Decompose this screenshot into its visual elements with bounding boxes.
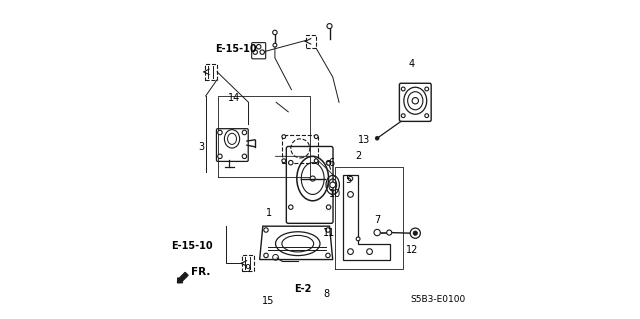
Circle shape (401, 114, 405, 118)
Text: 2: 2 (355, 151, 361, 161)
Circle shape (264, 228, 268, 232)
Circle shape (348, 249, 353, 255)
Circle shape (282, 135, 285, 138)
Circle shape (367, 249, 372, 255)
Text: 11: 11 (323, 227, 335, 238)
Text: 7: 7 (374, 215, 380, 225)
Circle shape (326, 253, 330, 258)
Circle shape (413, 231, 417, 235)
Text: 9: 9 (244, 264, 250, 274)
Circle shape (375, 136, 379, 140)
Circle shape (387, 230, 392, 235)
Circle shape (289, 160, 293, 165)
Text: E-15-10: E-15-10 (215, 44, 257, 54)
Circle shape (242, 130, 246, 135)
Circle shape (330, 182, 335, 188)
Circle shape (253, 50, 257, 54)
Circle shape (348, 192, 353, 197)
Text: 3: 3 (199, 142, 205, 152)
Text: 12: 12 (406, 245, 419, 255)
Circle shape (425, 114, 429, 118)
Circle shape (218, 154, 222, 159)
Circle shape (410, 228, 420, 238)
Text: 4: 4 (409, 59, 415, 69)
Circle shape (264, 253, 268, 258)
Text: 5: 5 (346, 175, 352, 185)
Text: 8: 8 (323, 289, 330, 300)
Circle shape (273, 30, 277, 35)
Text: 6: 6 (328, 158, 334, 168)
Circle shape (425, 87, 429, 91)
Bar (242, 255, 254, 271)
Circle shape (348, 176, 353, 181)
Circle shape (326, 228, 330, 232)
Circle shape (326, 205, 331, 209)
FancyArrow shape (177, 272, 188, 283)
Text: FR.: FR. (191, 267, 210, 277)
Circle shape (242, 154, 246, 159)
Text: E-15-10: E-15-10 (172, 241, 213, 251)
Text: 10: 10 (329, 189, 341, 199)
Circle shape (314, 159, 318, 163)
Circle shape (260, 50, 264, 54)
Text: 1: 1 (266, 209, 272, 219)
Circle shape (412, 98, 419, 104)
Text: E-2: E-2 (294, 284, 311, 294)
Bar (205, 63, 217, 80)
Circle shape (289, 205, 293, 209)
Text: 14: 14 (228, 93, 241, 103)
Circle shape (356, 237, 360, 241)
Circle shape (326, 160, 331, 165)
Text: 15: 15 (262, 296, 275, 306)
Circle shape (374, 229, 380, 236)
Circle shape (282, 159, 285, 163)
Circle shape (257, 45, 261, 49)
Circle shape (327, 24, 332, 29)
Circle shape (273, 43, 277, 47)
Circle shape (326, 161, 330, 165)
Bar (282, 135, 319, 163)
Text: S5B3-E0100: S5B3-E0100 (410, 295, 465, 304)
Circle shape (314, 135, 318, 138)
Circle shape (218, 130, 222, 135)
Circle shape (310, 176, 316, 181)
Circle shape (401, 87, 405, 91)
Text: 13: 13 (358, 136, 371, 145)
